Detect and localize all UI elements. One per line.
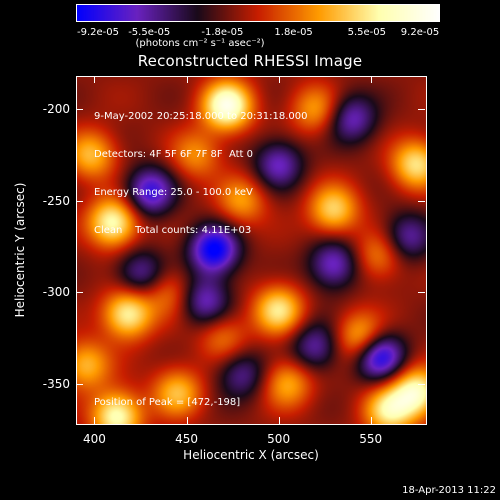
observation-annotations: 9-May-2002 20:25:18.000 to 20:31:18.000 … (94, 86, 307, 250)
x-tick-label: 450 (175, 432, 198, 446)
colorbar-tick-label: -9.2e-05 (77, 27, 119, 38)
colorbar-frame (76, 4, 440, 22)
annotation-energy-range: Energy Range: 25.0 - 100.0 keV (94, 186, 253, 198)
y-tickmark (76, 383, 83, 385)
annotation-detectors: Detectors: 4F 5F 6F 7F 8F Att 0 (94, 148, 254, 160)
colorbar (76, 4, 440, 22)
x-tickmark (370, 417, 372, 424)
colorbar-tick-label: -5.5e-05 (128, 27, 171, 38)
x-tick-label: 550 (359, 432, 383, 446)
y-tick-label: -300 (42, 285, 70, 300)
colorbar-tick-label: 5.5e-05 (347, 27, 386, 38)
plot-timestamp: 18-Apr-2013 11:22 (402, 485, 496, 496)
x-tick-label: 400 (82, 432, 106, 446)
colorbar-units-label: (photons cm⁻² s⁻¹ asec⁻²) (135, 38, 265, 49)
y-tick-label: -350 (42, 376, 70, 391)
y-tickmark (418, 292, 425, 294)
plot-area (76, 76, 426, 424)
x-tick-label: 500 (267, 432, 291, 446)
x-tickmark (186, 417, 188, 424)
y-tickmark (418, 383, 425, 385)
y-tickmark (76, 200, 83, 202)
y-tickmark (76, 292, 83, 294)
colorbar-gradient (76, 4, 440, 22)
colorbar-tick-label: -1.8e-05 (201, 27, 244, 38)
x-tickmark (186, 76, 188, 83)
y-tick-label: -200 (42, 101, 70, 116)
y-axis-label: Heliocentric Y (arcsec) (13, 182, 27, 318)
x-tickmark (94, 76, 96, 83)
x-tickmark (94, 417, 96, 424)
x-tickmark (278, 76, 280, 83)
y-tickmark (418, 108, 425, 110)
y-tickmark (76, 108, 83, 110)
annotation-clean-counts: Clean Total counts: 4.11E+03 (94, 224, 252, 236)
colorbar-tick-label: 9.2e-05 (400, 27, 440, 38)
heatmap-image (76, 76, 426, 424)
x-axis-label: Heliocentric X (arcsec) (183, 448, 319, 462)
colorbar-tick-label: 1.8e-05 (274, 27, 313, 38)
peak-position-label: Position of Peak = [472,-198] (94, 397, 241, 408)
y-tickmark (418, 200, 425, 202)
annotation-time-range: 9-May-2002 20:25:18.000 to 20:31:18.000 (94, 111, 308, 123)
chart-title: Reconstructed RHESSI Image (137, 52, 363, 70)
y-tick-label: -250 (42, 193, 70, 208)
x-tickmark (278, 417, 280, 424)
x-tickmark (370, 76, 372, 83)
